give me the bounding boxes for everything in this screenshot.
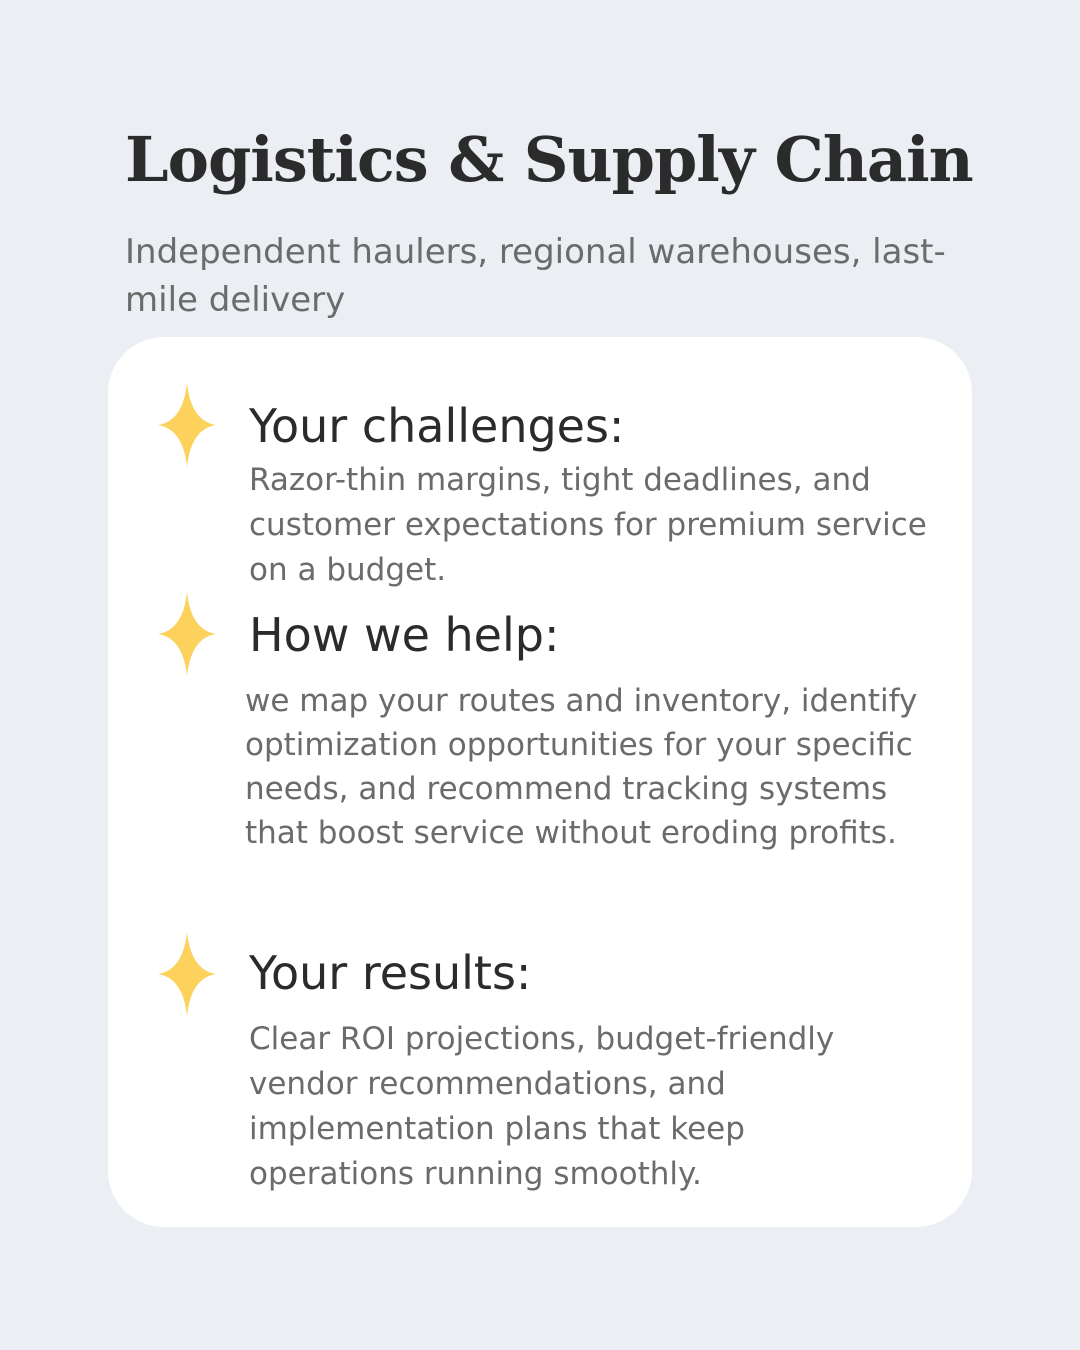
results-text: Clear ROI projections, budget-friendly v… [249,1021,835,1192]
challenges-text: Razor-thin margins, tight deadlines, and… [249,462,927,588]
results-heading: Your results: [249,946,532,1000]
page-subtitle: Independent haulers, regional warehouses… [125,232,946,320]
page-title: Logistics & Supply Chain [125,123,974,196]
sparkle-icon [158,592,216,676]
how-we-help-heading: How we help: [249,608,560,662]
content-card: Your challenges: Razor-thin margins, tig… [108,337,972,1227]
how-we-help-text: we map your routes and inventory, identi… [245,683,918,851]
sparkle-icon [158,932,216,1016]
sparkle-icon [158,383,216,467]
challenges-heading: Your challenges: [249,399,625,453]
